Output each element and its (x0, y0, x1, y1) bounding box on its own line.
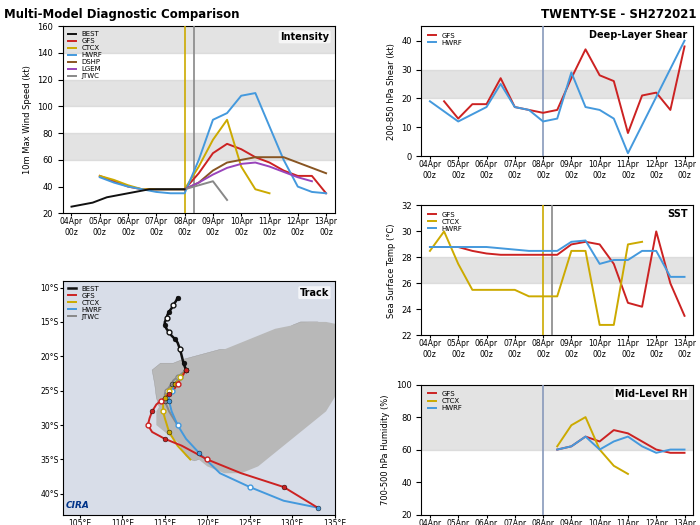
Y-axis label: Sea Surface Temp (°C): Sea Surface Temp (°C) (386, 223, 395, 318)
Legend: BEST, GFS, CTCX, HWRF, JTWC: BEST, GFS, CTCX, HWRF, JTWC (66, 284, 104, 321)
Text: Multi-Model Diagnostic Comparison: Multi-Model Diagnostic Comparison (4, 8, 239, 21)
Legend: BEST, GFS, CTCX, HWRF, DSHP, LGEM, JTWC: BEST, GFS, CTCX, HWRF, DSHP, LGEM, JTWC (66, 30, 104, 81)
Polygon shape (156, 322, 343, 473)
Legend: GFS, CTCX, HWRF: GFS, CTCX, HWRF (425, 209, 466, 235)
Y-axis label: 10m Max Wind Speed (kt): 10m Max Wind Speed (kt) (23, 65, 32, 174)
Text: Mid-Level RH: Mid-Level RH (615, 388, 687, 398)
Bar (63, 26, 335, 53)
Text: TWENTY-SE - SH272021: TWENTY-SE - SH272021 (541, 8, 696, 21)
Y-axis label: 200-850 hPa Shear (kt): 200-850 hPa Shear (kt) (386, 43, 395, 140)
Text: Track: Track (300, 288, 329, 298)
Y-axis label: 700-500 hPa Humidity (%): 700-500 hPa Humidity (%) (382, 394, 391, 505)
Text: Deep-Layer Shear: Deep-Layer Shear (589, 30, 687, 40)
Polygon shape (152, 322, 343, 461)
Bar (63, 80, 335, 107)
Legend: GFS, CTCX, HWRF: GFS, CTCX, HWRF (425, 388, 466, 414)
Bar (63, 133, 335, 160)
Bar (421, 385, 693, 449)
Bar (421, 69, 693, 98)
Text: Intensity: Intensity (280, 32, 329, 42)
Text: CIRA: CIRA (66, 501, 90, 510)
Legend: GFS, HWRF: GFS, HWRF (425, 30, 466, 48)
Text: SST: SST (667, 209, 687, 219)
Bar (421, 257, 693, 284)
